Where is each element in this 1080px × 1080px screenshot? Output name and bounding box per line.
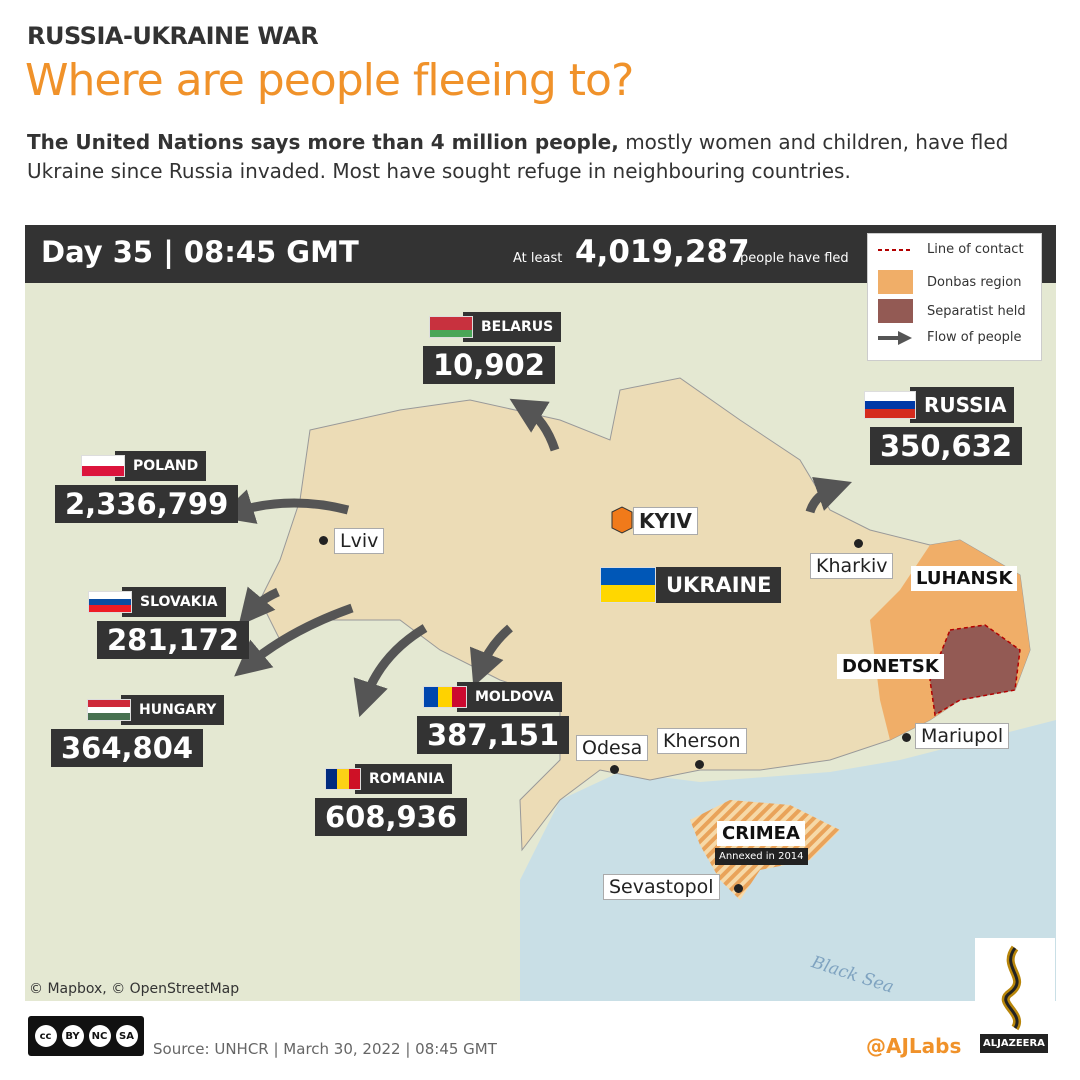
ukraine-flag-icon [600,567,656,603]
city-dot-icon [734,884,743,893]
swatch-icon [878,270,913,294]
belarus-flag-icon [429,316,473,338]
city-lviv: Lviv [334,528,385,554]
kyiv-icon [611,506,633,534]
city-odesa: Odesa [576,735,649,761]
crimea-note: Annexed in 2014 [715,848,808,865]
legend-donbas: Donbas region [878,270,1021,294]
moldova-flag-icon [423,686,467,708]
city-kyiv: KYIV [633,507,698,535]
map-credit[interactable]: © Mapbox, © OpenStreetMap [29,981,240,997]
city-dot-icon [319,536,328,545]
source-text: Source: UNHCR | March 30, 2022 | 08:45 G… [153,1040,497,1058]
label-romania: ROMANIA 608,936 [315,764,468,836]
city-dot-icon [695,760,704,769]
legend-separatist: Separatist held [878,299,1026,323]
hungary-flag-icon [87,699,131,721]
arrow-romania [353,624,428,718]
fled-label: people have fled [740,251,849,266]
day-time: Day 35 | 08:45 GMT [41,235,359,269]
intro-rest: mostly women and children, have fled Ukr… [27,130,1009,183]
slovakia-flag-icon [88,591,132,613]
map[interactable]: Day 35 | 08:45 GMT At least 4,019,287 pe… [25,225,1056,1001]
legend-flow: Flow of people [878,330,1022,345]
creative-commons-icon[interactable]: cc BY NC SA [28,1016,144,1056]
label-moldova: MOLDOVA 387,151 [417,682,570,754]
legend-line-of-contact: Line of contact [878,242,1024,257]
ukraine-shape [259,377,1031,852]
legend: Line of contact Donbas region Separatist… [867,233,1042,361]
kicker: RUSSIA-UKRAINE WAR [27,22,319,50]
city-dot-icon [610,765,619,774]
swatch-icon [878,299,913,323]
city-sevastopol: Sevastopol [603,874,720,900]
label-belarus: BELARUS 10,902 [423,312,562,384]
region-luhansk: LUHANSK [911,566,1018,591]
ajlabs-handle[interactable]: @AJLabs [866,1034,962,1058]
intro-text: The United Nations says more than 4 mill… [27,128,1047,186]
arrow-hungary [234,603,354,677]
city-dot-icon [902,733,911,742]
russia-flag-icon [864,391,916,419]
page-title: Where are people fleeing to? [25,55,634,106]
separatist-held [929,624,1021,717]
arrow-moldova [469,624,513,687]
arrow-slovakia [238,586,280,626]
romania-flag-icon [325,768,361,790]
arrow-belarus [509,398,560,452]
label-slovakia: SLOVAKIA 281,172 [88,587,250,659]
at-least-label: At least [513,251,563,266]
city-kharkiv: Kharkiv [810,553,894,579]
label-ukraine: UKRAINE [600,567,782,603]
label-russia: RUSSIA 350,632 [864,387,1023,465]
arrow-russia [805,476,852,514]
arrow-icon [878,330,912,345]
city-mariupol: Mariupol [915,723,1010,749]
label-poland: POLAND 2,336,799 [55,451,239,523]
city-dot-icon [854,539,863,548]
region-donetsk: DONETSK [837,654,944,679]
total-fled: 4,019,287 [575,234,750,270]
dashed-line-icon [878,248,913,251]
label-hungary: HUNGARY 364,804 [51,695,225,767]
city-kherson: Kherson [657,728,747,754]
poland-flag-icon [81,455,125,477]
brand-name: ALJAZEERA [980,1034,1048,1053]
region-crimea: CRIMEA [717,821,805,846]
arrow-poland [217,489,350,524]
intro-bold: The United Nations says more than 4 mill… [27,130,619,154]
